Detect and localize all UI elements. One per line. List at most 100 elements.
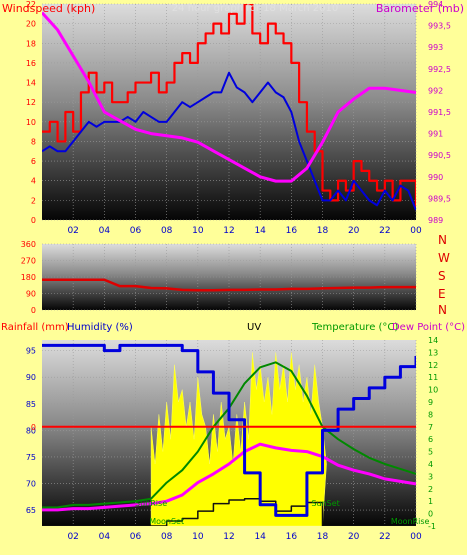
wind-axes: 02 04 06 08 10 12 14 16 18 20 22 000246810121416182… bbox=[26, 0, 451, 236]
y-tick-label: 22 bbox=[26, 0, 36, 9]
x-tick-label: 12 bbox=[223, 532, 234, 542]
y-tick-label: 95 bbox=[26, 347, 36, 356]
y-tick-label: 20 bbox=[26, 20, 36, 29]
y-right-tick-label: 13 bbox=[428, 348, 438, 357]
barometer-label: Barometer (mb) bbox=[376, 2, 464, 15]
y-tick-label: 8 bbox=[31, 137, 36, 146]
temperature-label: Temperature (°C) bbox=[311, 322, 398, 333]
y-right-tick-label: 9 bbox=[428, 398, 433, 407]
dewpoint-line bbox=[42, 442, 416, 512]
y-tick-label: 90 bbox=[26, 290, 36, 299]
y-right-tick-label: 1 bbox=[428, 497, 433, 506]
y-right-tick-label: 989 bbox=[428, 216, 443, 225]
compass-s-label: S bbox=[438, 269, 446, 283]
y-right-tick-label: 4 bbox=[428, 460, 433, 469]
y-tick-label: 0 bbox=[31, 306, 36, 315]
x-tick-label: 06 bbox=[130, 226, 142, 236]
x-tick-label: 20 bbox=[348, 226, 360, 236]
y-tick-label: 10 bbox=[26, 118, 36, 127]
humidity-label: Humidity (%) bbox=[67, 322, 133, 333]
y-right-tick-label: 8 bbox=[428, 410, 433, 419]
direction-plot bbox=[42, 278, 416, 292]
y-tick-label: 360 bbox=[21, 240, 36, 249]
x-tick-label: 12 bbox=[223, 226, 234, 236]
y-right-tick-label: 992,5 bbox=[428, 65, 451, 74]
rainfall-tick-label: 0 bbox=[31, 423, 36, 432]
x-tick-label: 20 bbox=[348, 532, 360, 542]
x-tick-label: 14 bbox=[254, 226, 266, 236]
y-tick-label: 14 bbox=[26, 79, 36, 88]
y-tick-label: 180 bbox=[21, 273, 36, 282]
sunrise-label: SunRise bbox=[135, 499, 167, 508]
y-right-tick-label: 14 bbox=[428, 336, 438, 345]
y-right-tick-label: 989,5 bbox=[428, 194, 451, 203]
x-tick-label: 02 bbox=[67, 226, 78, 236]
solar-line bbox=[42, 497, 416, 526]
graph-title: 24 hour graph for 18 March 2010 bbox=[172, 3, 338, 14]
compass-e-label: E bbox=[438, 287, 446, 301]
y-right-tick-label: -1 bbox=[428, 522, 436, 531]
x-tick-label: 02 bbox=[67, 532, 78, 542]
y-right-tick-label: 994 bbox=[428, 0, 443, 9]
wind-baro-plot bbox=[42, 4, 416, 211]
direction-axes: 0 90 180 270 360 bbox=[21, 240, 36, 315]
rainfall-label: Rainfall (mm) bbox=[1, 322, 69, 333]
x-tick-label: 00 bbox=[410, 226, 422, 236]
y-right-tick-label: 992 bbox=[428, 86, 443, 95]
y-tick-label: 18 bbox=[26, 39, 36, 48]
y-right-tick-label: 7 bbox=[428, 423, 433, 432]
y-right-tick-label: 10 bbox=[428, 386, 438, 395]
y-tick-label: 70 bbox=[26, 479, 36, 488]
wind-direction-line bbox=[42, 278, 416, 292]
temp-humidity-plot bbox=[42, 343, 416, 526]
uv-label: UV bbox=[247, 322, 261, 333]
x-tick-label: 04 bbox=[99, 532, 111, 542]
x-tick-label: 10 bbox=[192, 226, 204, 236]
x-tick-label: 16 bbox=[286, 226, 298, 236]
y-tick-label: 75 bbox=[26, 453, 36, 462]
x-tick-label: 14 bbox=[254, 532, 266, 542]
compass-n-label: N bbox=[438, 303, 447, 317]
y-right-tick-label: 0 bbox=[428, 510, 433, 519]
y-right-tick-label: 991 bbox=[428, 130, 443, 139]
y-right-tick-label: 990 bbox=[428, 173, 443, 182]
wind-gust-line bbox=[42, 4, 416, 211]
x-tick-label: 00 bbox=[410, 532, 422, 542]
y-tick-label: 12 bbox=[26, 98, 36, 107]
y-right-tick-label: 993 bbox=[428, 43, 443, 52]
compass-n-label: N bbox=[438, 233, 447, 247]
x-tick-label: 22 bbox=[379, 532, 390, 542]
moonrise-label: MoonRise bbox=[391, 517, 430, 526]
y-tick-label: 90 bbox=[26, 373, 36, 382]
x-tick-label: 16 bbox=[286, 532, 298, 542]
y-right-tick-label: 5 bbox=[428, 448, 433, 457]
x-tick-label: 08 bbox=[161, 532, 173, 542]
y-tick-label: 0 bbox=[31, 216, 36, 225]
barometer-line bbox=[42, 11, 416, 183]
wind-average-line bbox=[42, 71, 416, 211]
moonset-label: MoonSet bbox=[149, 517, 184, 526]
y-right-tick-label: 2 bbox=[428, 485, 433, 494]
windspeed-label: Windspeed (kph) bbox=[2, 2, 95, 15]
x-tick-label: 06 bbox=[130, 532, 142, 542]
y-tick-label: 6 bbox=[31, 157, 36, 166]
y-right-tick-label: 990,5 bbox=[428, 151, 451, 160]
direction-grid bbox=[42, 243, 417, 311]
y-right-tick-label: 993,5 bbox=[428, 22, 451, 31]
humidity-line bbox=[42, 343, 416, 517]
sunset-label: SunSet bbox=[311, 499, 339, 508]
y-right-tick-label: 3 bbox=[428, 472, 433, 481]
x-tick-label: 18 bbox=[317, 532, 329, 542]
uv-area bbox=[150, 352, 327, 526]
y-right-tick-label: 6 bbox=[428, 435, 433, 444]
x-tick-label: 18 bbox=[317, 226, 329, 236]
y-right-tick-label: 12 bbox=[428, 361, 438, 370]
temp-axes: 02 04 06 08 10 12 14 16 18 20 22 0065707580859095-1… bbox=[26, 336, 438, 542]
y-tick-label: 80 bbox=[26, 426, 36, 435]
y-tick-label: 65 bbox=[26, 506, 36, 515]
y-tick-label: 2 bbox=[31, 196, 36, 205]
y-right-tick-label: 11 bbox=[428, 373, 438, 382]
